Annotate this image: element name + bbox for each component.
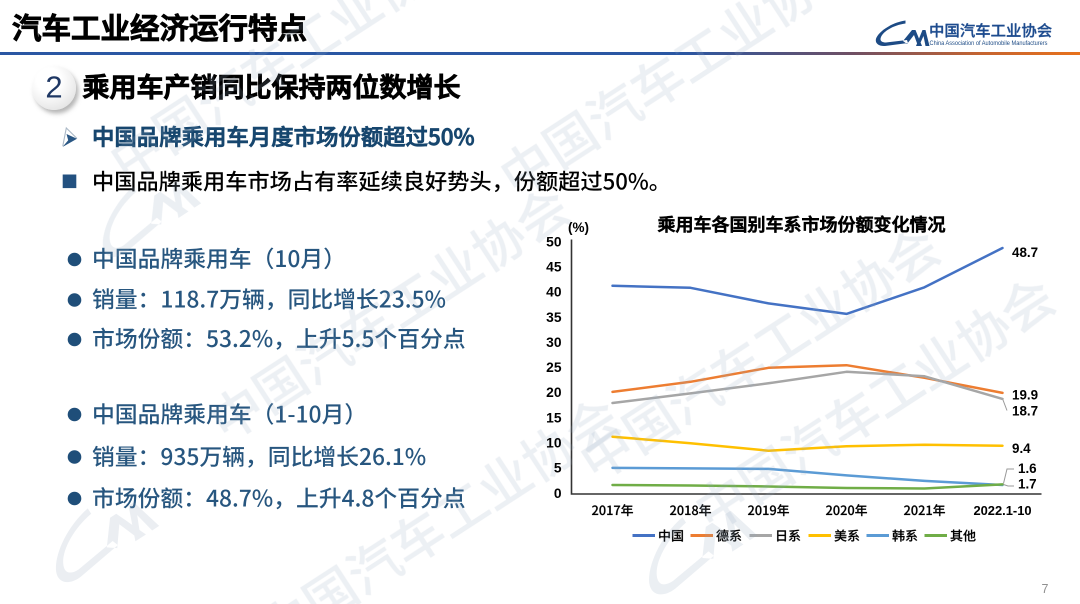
svg-text:50: 50 (546, 234, 562, 249)
svg-text:9.4: 9.4 (1012, 441, 1031, 456)
svg-text:(%): (%) (568, 220, 589, 235)
svg-text:2022.1-10: 2022.1-10 (973, 503, 1031, 518)
svg-text:45: 45 (546, 259, 562, 274)
svg-text:2: 2 (45, 70, 62, 105)
svg-text:0: 0 (554, 486, 562, 501)
svg-text:35: 35 (546, 310, 562, 325)
svg-text:15: 15 (546, 410, 562, 425)
svg-text:1.7: 1.7 (1018, 477, 1037, 492)
svg-text:18.7: 18.7 (1012, 404, 1038, 419)
svg-text:40: 40 (546, 285, 562, 300)
svg-text:7: 7 (1042, 582, 1049, 596)
svg-text:48.7: 48.7 (1012, 245, 1038, 260)
svg-text:10: 10 (546, 436, 562, 451)
svg-text:1.6: 1.6 (1018, 461, 1037, 476)
svg-text:25: 25 (546, 360, 562, 375)
svg-text:19.9: 19.9 (1012, 388, 1038, 403)
svg-text:30: 30 (546, 335, 562, 350)
svg-text:China Association of Automobil: China Association of Automobile Manufact… (930, 40, 1048, 47)
svg-text:20: 20 (546, 385, 562, 400)
svg-text:5: 5 (554, 461, 562, 476)
